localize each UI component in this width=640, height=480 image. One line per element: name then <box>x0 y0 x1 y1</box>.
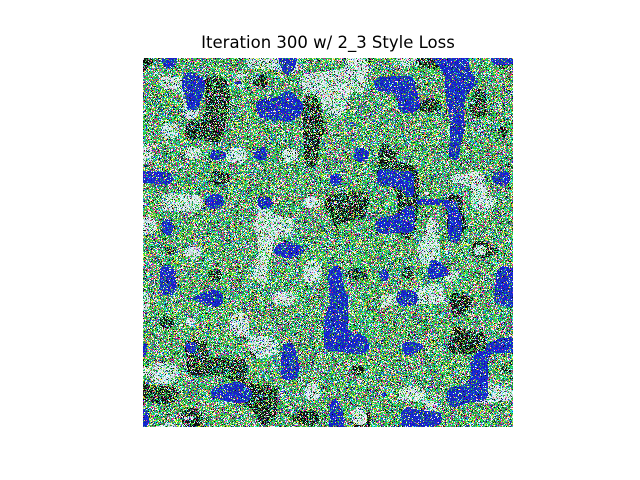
generated-texture-image <box>143 58 513 427</box>
plot-title: Iteration 300 w/ 2_3 Style Loss <box>201 33 455 52</box>
